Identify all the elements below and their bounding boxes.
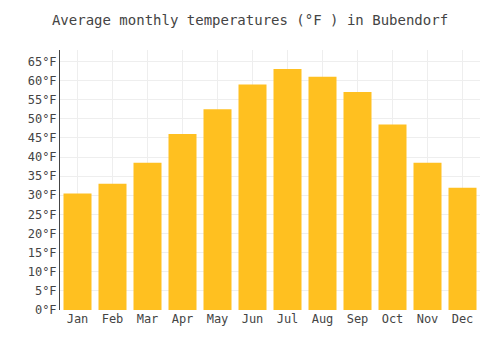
svg-text:Jan: Jan (67, 312, 89, 326)
svg-text:35°F: 35°F (28, 169, 57, 183)
svg-text:55°F: 55°F (28, 93, 57, 107)
svg-text:15°F: 15°F (28, 246, 57, 260)
svg-text:Aug: Aug (312, 312, 334, 326)
svg-text:60°F: 60°F (28, 74, 57, 88)
svg-text:Average monthly temperatures (: Average monthly temperatures (°F ) in Bu… (52, 12, 448, 28)
svg-text:10°F: 10°F (28, 265, 57, 279)
svg-text:Oct: Oct (382, 312, 404, 326)
svg-text:Jul: Jul (277, 312, 299, 326)
svg-text:20°F: 20°F (28, 227, 57, 241)
svg-text:50°F: 50°F (28, 112, 57, 126)
svg-text:Jun: Jun (242, 312, 264, 326)
svg-text:25°F: 25°F (28, 208, 57, 222)
svg-text:Dec: Dec (452, 312, 474, 326)
svg-text:Sep: Sep (347, 312, 369, 326)
svg-text:Apr: Apr (172, 312, 194, 326)
svg-text:0°F: 0°F (35, 303, 57, 317)
svg-text:5°F: 5°F (35, 284, 57, 298)
svg-text:65°F: 65°F (28, 55, 57, 69)
svg-text:Mar: Mar (137, 312, 159, 326)
svg-text:30°F: 30°F (28, 188, 57, 202)
svg-text:May: May (207, 312, 229, 326)
svg-text:Feb: Feb (102, 312, 124, 326)
svg-text:Nov: Nov (417, 312, 439, 326)
svg-text:40°F: 40°F (28, 150, 57, 164)
svg-text:45°F: 45°F (28, 131, 57, 145)
